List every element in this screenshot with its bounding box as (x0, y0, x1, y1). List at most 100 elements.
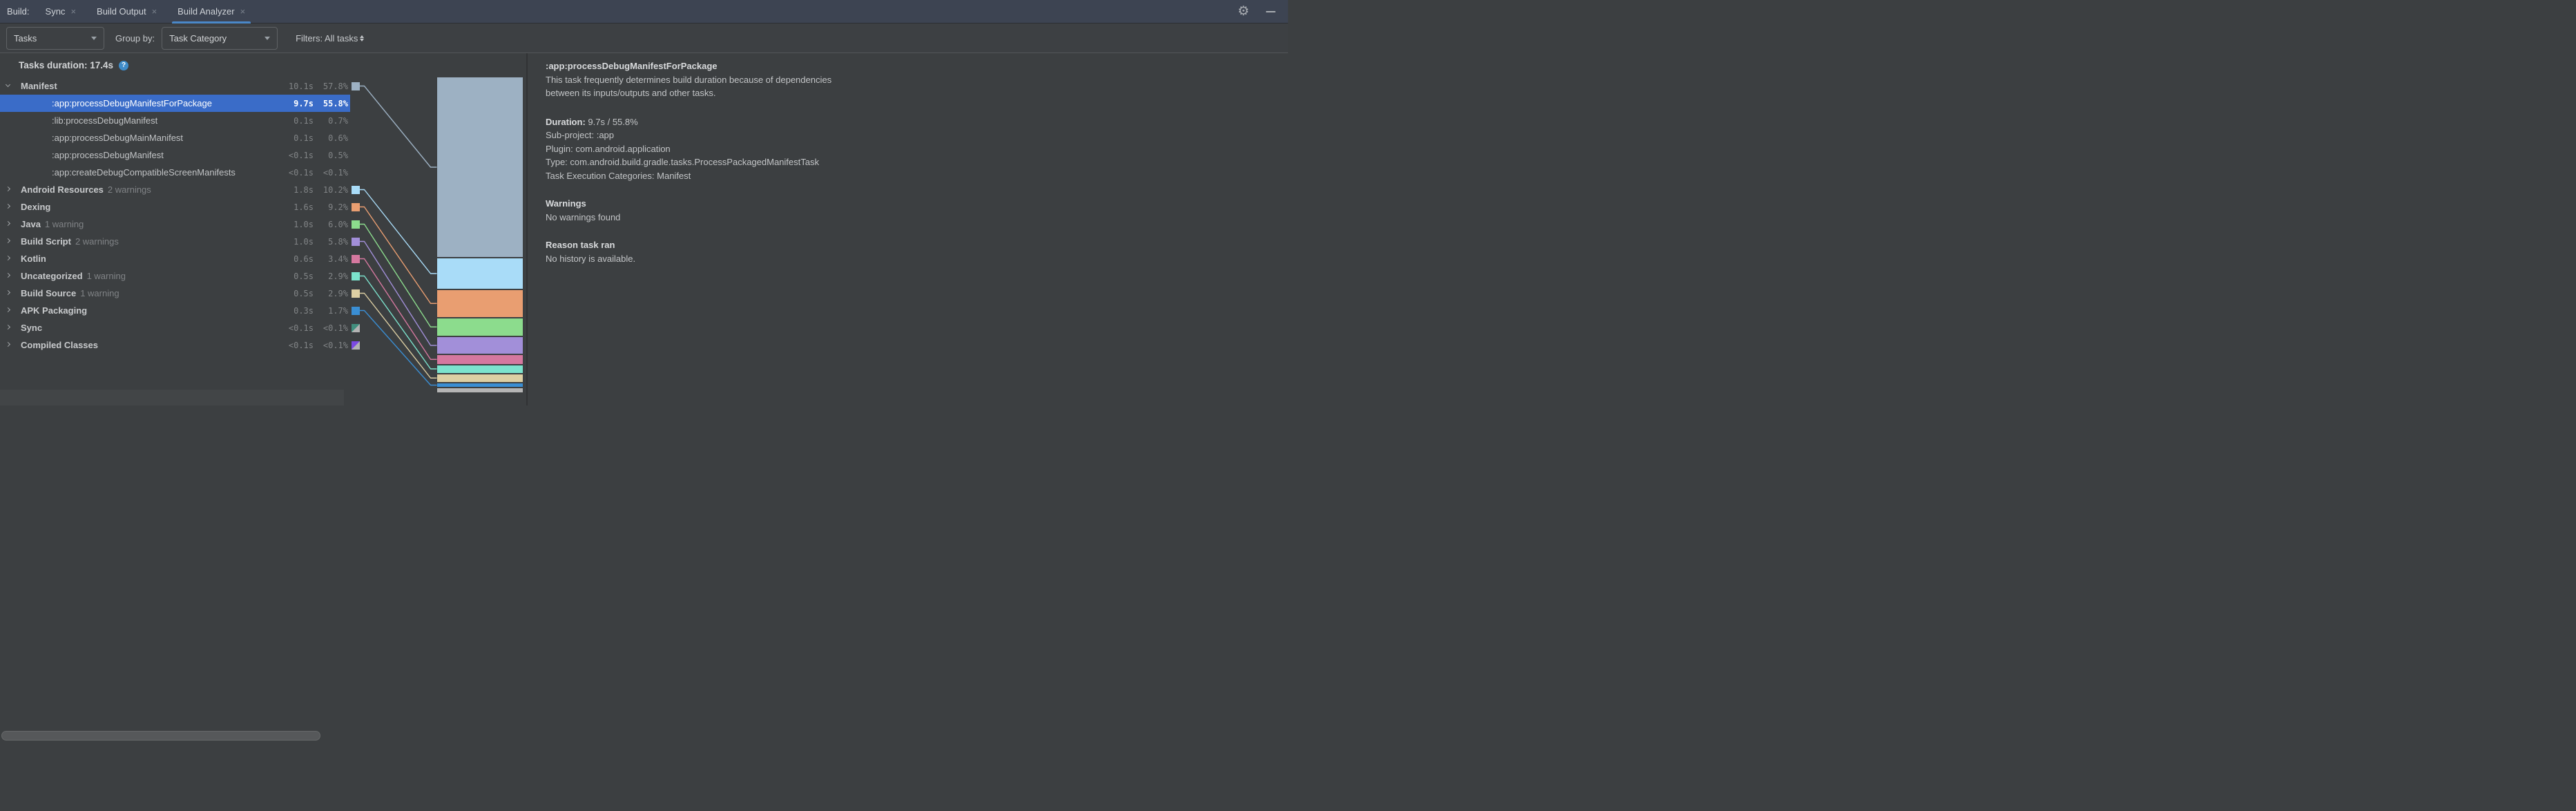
tab-build-output[interactable]: Build Output × (86, 0, 167, 23)
chart-segment-uncategorized[interactable] (436, 365, 523, 373)
chevron-collapsed-icon[interactable] (5, 289, 11, 296)
tasks-tree-panel: Tasks duration: 17.4s ? Manifest 10.1s 57.… (0, 53, 526, 741)
tasks-duration-header: Tasks duration: 17.4s ? (19, 60, 129, 70)
task-row[interactable]: Sync <0.1s <0.1% (0, 319, 361, 336)
task-duration: 0.5s (294, 288, 314, 298)
settings-gear-icon[interactable]: ⚙ (1237, 4, 1249, 19)
group-by-label: Group by: (115, 32, 155, 44)
duration-field-label: Duration: (546, 116, 586, 127)
task-row[interactable]: Kotlin 0.6s 3.4% (0, 250, 361, 267)
task-row-body[interactable]: :app:processDebugManifestForPackage 9.7s 5… (0, 95, 350, 112)
task-row[interactable]: Dexing 1.6s 9.2% (0, 198, 361, 216)
horizontal-scrollbar-thumb[interactable] (1, 731, 320, 741)
task-row-body[interactable]: Android Resources 2 warnings 1.8s 10.2% (0, 181, 350, 198)
chevron-collapsed-icon[interactable] (5, 203, 11, 209)
task-label: :app:processDebugManifest (52, 150, 164, 160)
panel-splitter[interactable] (526, 53, 528, 406)
chart-segment-java[interactable] (436, 318, 523, 336)
tasks-duration-stacked-bar (436, 77, 523, 392)
category-color-swatch (351, 237, 360, 246)
chart-segment-other-0-1[interactable] (436, 388, 523, 392)
task-row-body[interactable]: Manifest 10.1s 57.8% (0, 77, 350, 95)
chart-segment-build-source[interactable] (436, 374, 523, 382)
task-duration: 1.6s (294, 202, 314, 212)
task-row-body[interactable]: :app:createDebugCompatibleScreenManifest… (0, 164, 350, 181)
group-by-select[interactable]: Task Category (162, 26, 278, 50)
connector-line (359, 85, 437, 168)
task-row-body[interactable]: Uncategorized 1 warning 0.5s 2.9% (0, 267, 350, 285)
warnings-count-badge: 1 warning (44, 219, 84, 229)
tab-sync-label: Sync (45, 6, 66, 17)
task-row-body[interactable]: Build Source 1 warning 0.5s 2.9% (0, 285, 350, 302)
task-duration: 0.6s (294, 254, 314, 264)
task-row[interactable]: :app:createDebugCompatibleScreenManifest… (0, 164, 361, 181)
task-row-body[interactable]: Compiled Classes <0.1s <0.1% (0, 336, 350, 354)
task-percent: 9.2% (328, 202, 348, 212)
chart-segment-android-resources[interactable] (436, 258, 523, 289)
task-row-body[interactable]: Dexing 1.6s 9.2% (0, 198, 350, 216)
filters-control[interactable]: Filters: All tasks (296, 32, 365, 44)
chevron-collapsed-icon[interactable] (5, 307, 11, 313)
task-row-body[interactable]: Java 1 warning 1.0s 6.0% (0, 216, 350, 233)
task-label: Android Resources (21, 184, 104, 195)
task-label: Manifest (21, 81, 57, 91)
filters-label: Filters: All tasks (296, 32, 358, 44)
help-icon[interactable]: ? (119, 60, 129, 70)
task-row[interactable]: Manifest 10.1s 57.8% (0, 77, 361, 95)
chevron-collapsed-icon[interactable] (5, 186, 11, 192)
chevron-collapsed-icon[interactable] (5, 220, 11, 227)
task-row-body[interactable]: :lib:processDebugManifest 0.1s 0.7% (0, 112, 350, 129)
task-duration: <0.1s (288, 167, 314, 178)
chevron-collapsed-icon[interactable] (5, 255, 11, 261)
chart-segment-manifest[interactable] (436, 77, 523, 257)
task-row[interactable]: Android Resources 2 warnings 1.8s 10.2% (0, 181, 361, 198)
chevron-collapsed-icon[interactable] (5, 341, 11, 347)
chevron-collapsed-icon[interactable] (5, 238, 11, 244)
task-row[interactable]: Java 1 warning 1.0s 6.0% (0, 216, 361, 233)
task-label: Sync (21, 323, 43, 333)
chart-segment-dexing[interactable] (436, 290, 523, 317)
task-percent: 0.7% (328, 115, 348, 126)
reason-body: No history is available. (546, 253, 636, 264)
chevron-collapsed-icon[interactable] (5, 272, 11, 278)
task-row[interactable]: APK Packaging 0.3s 1.7% (0, 302, 361, 319)
task-row[interactable]: :app:processDebugManifest <0.1s 0.5% (0, 146, 361, 164)
task-row[interactable]: :app:processDebugMainManifest 0.1s 0.6% (0, 129, 361, 146)
close-tab-icon[interactable]: × (151, 6, 157, 17)
build-analyzer-toolbar: Tasks Group by: Task Category Filters: A… (0, 23, 1288, 53)
task-row[interactable]: Build Source 1 warning 0.5s 2.9% (0, 285, 361, 302)
chart-segment-kotlin[interactable] (436, 355, 523, 364)
task-label: APK Packaging (21, 305, 88, 316)
task-row-body[interactable]: :app:processDebugMainManifest 0.1s 0.6% (0, 129, 350, 146)
tab-build-analyzer[interactable]: Build Analyzer × (167, 0, 256, 23)
chart-segment-build-script[interactable] (436, 337, 523, 354)
type-field: Type: com.android.build.gradle.tasks.Pro… (546, 157, 819, 167)
chevron-collapsed-icon[interactable] (5, 324, 11, 330)
horizontal-scrollbar[interactable] (0, 390, 344, 741)
connector-line (359, 309, 437, 386)
close-tab-icon[interactable]: × (240, 6, 246, 17)
task-percent: <0.1% (323, 167, 348, 178)
hide-minimize-icon[interactable] (1266, 10, 1276, 12)
task-row-body[interactable]: Build Script 2 warnings 1.0s 5.8% (0, 233, 350, 250)
task-row[interactable]: Uncategorized 1 warning 0.5s 2.9% (0, 267, 361, 285)
connector-line (359, 223, 437, 327)
category-color-swatch (351, 254, 360, 263)
task-row-body[interactable]: :app:processDebugManifest <0.1s 0.5% (0, 146, 350, 164)
task-label: :app:processDebugMainManifest (52, 133, 184, 143)
task-row-body[interactable]: APK Packaging 0.3s 1.7% (0, 302, 350, 319)
view-mode-select[interactable]: Tasks (6, 26, 104, 50)
task-row-body[interactable]: Kotlin 0.6s 3.4% (0, 250, 350, 267)
task-percent: 57.8% (323, 81, 348, 91)
task-row[interactable]: :app:processDebugManifestForPackage 9.7s 5… (0, 95, 361, 112)
task-row-body[interactable]: Sync <0.1s <0.1% (0, 319, 350, 336)
task-duration: 10.1s (288, 81, 314, 91)
task-row[interactable]: Compiled Classes <0.1s <0.1% (0, 336, 361, 354)
chart-segment-apk-packaging[interactable] (436, 383, 523, 387)
close-tab-icon[interactable]: × (70, 6, 77, 17)
task-row[interactable]: :lib:processDebugManifest 0.1s 0.7% (0, 112, 361, 129)
task-row[interactable]: Build Script 2 warnings 1.0s 5.8% (0, 233, 361, 250)
chevron-expanded-icon[interactable] (5, 82, 11, 88)
tab-sync[interactable]: Sync × (35, 0, 87, 23)
category-color-swatch (351, 202, 360, 211)
